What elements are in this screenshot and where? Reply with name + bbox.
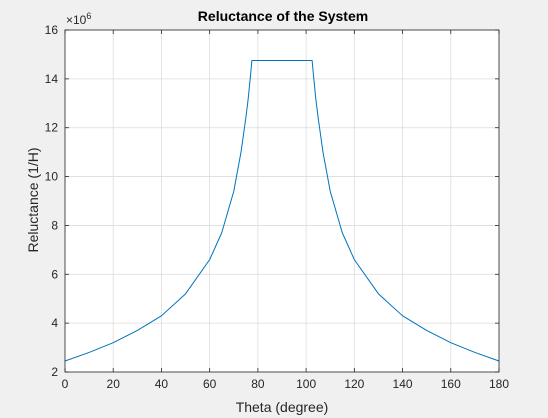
axes-box (64, 29, 500, 373)
plot-area (64, 60, 500, 362)
x-axis-label: Theta (degree) (236, 399, 329, 415)
y-tick-label: 6 (51, 267, 58, 281)
x-tick-label: 180 (489, 377, 509, 391)
x-tick-label: 100 (296, 377, 316, 391)
x-tick-label: 160 (441, 377, 461, 391)
y-tick-label: 12 (45, 121, 59, 135)
y-axis-label: Reluctance (1/H) (25, 147, 41, 252)
exponent-base: ×10 (66, 13, 87, 27)
y-tick-label: 10 (45, 170, 59, 184)
x-tick-label: 140 (393, 377, 413, 391)
y-tick-label: 2 (51, 365, 58, 379)
axes-background (65, 30, 499, 372)
x-tick-label: 80 (251, 377, 265, 391)
x-tick-label: 0 (62, 377, 69, 391)
y-tick-label: 14 (45, 72, 59, 86)
x-tick-label: 20 (107, 377, 121, 391)
ticks: 0 20 40 60 80 100 120 140 160 180 2 4 6 8 10 12 14 16 (45, 23, 510, 391)
y-axis-exponent-label: ×106 (66, 11, 91, 27)
y-tick-label: 16 (45, 23, 59, 37)
chart-title: Reluctance of the System (198, 8, 368, 24)
y-tick-label: 8 (51, 218, 58, 232)
y-tick-label: 4 (51, 316, 58, 330)
x-tick-label: 120 (344, 377, 364, 391)
series-line (64, 60, 500, 362)
exponent-power: 6 (86, 11, 91, 21)
x-tick-label: 40 (155, 377, 169, 391)
x-tick-label: 60 (203, 377, 217, 391)
